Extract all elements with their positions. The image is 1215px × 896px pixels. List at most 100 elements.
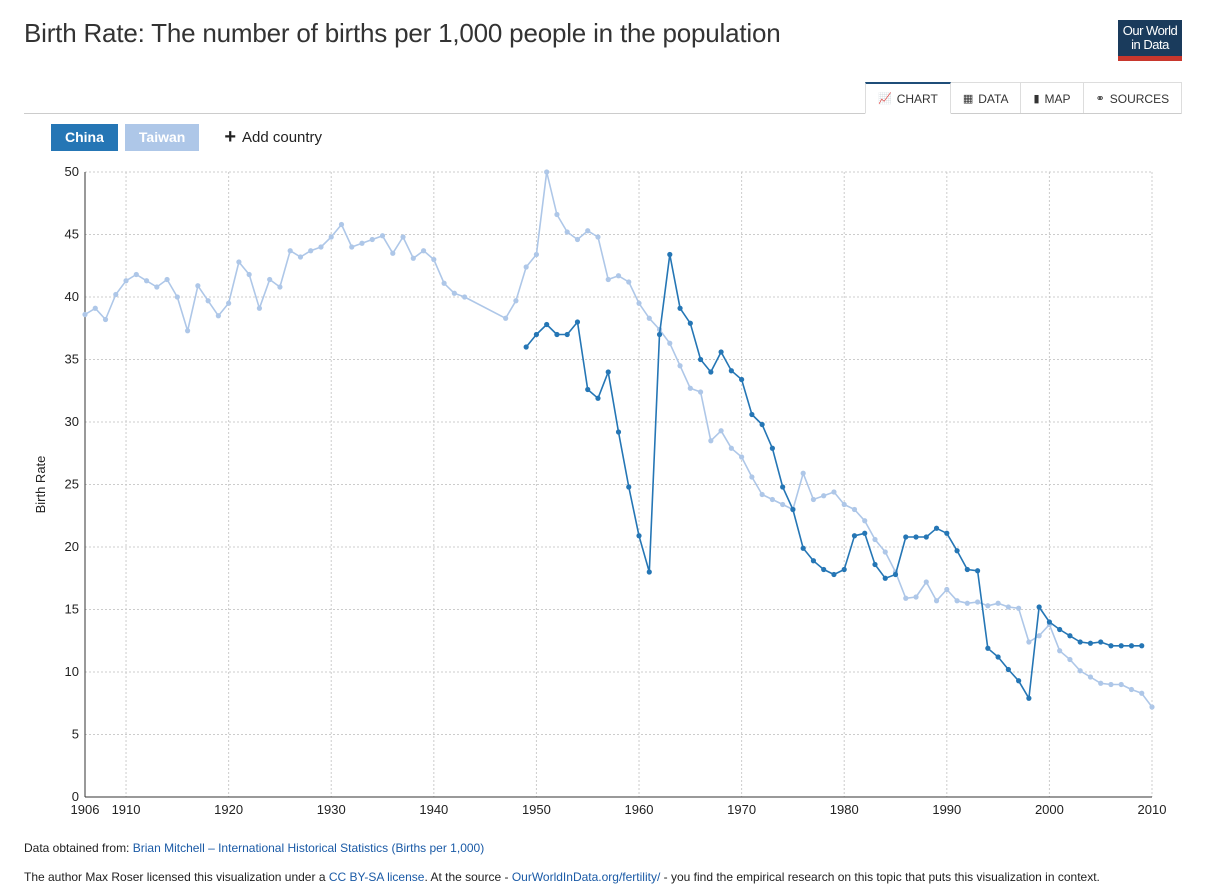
data-point-china bbox=[636, 533, 642, 539]
tab-map-label: MAP bbox=[1044, 91, 1071, 106]
data-point-taiwan bbox=[338, 221, 345, 228]
y-tick-label: 40 bbox=[65, 289, 79, 304]
data-point-china bbox=[1067, 633, 1073, 639]
owid-logo[interactable]: Our World in Data bbox=[1118, 20, 1182, 61]
data-point-taiwan bbox=[646, 315, 652, 321]
data-point-taiwan bbox=[1098, 680, 1104, 686]
license-link[interactable]: CC BY-SA license bbox=[328, 870, 425, 884]
site-link[interactable]: OurWorldInData.org/fertility/ bbox=[511, 870, 661, 884]
data-point-taiwan bbox=[1016, 605, 1022, 611]
data-point-taiwan bbox=[359, 240, 365, 246]
data-point-taiwan bbox=[410, 255, 416, 261]
data-point-china bbox=[944, 530, 950, 536]
data-point-china bbox=[1118, 643, 1124, 649]
x-tick-label: 1960 bbox=[625, 802, 654, 817]
data-point-taiwan bbox=[226, 300, 232, 306]
data-point-china bbox=[585, 386, 591, 393]
tab-sources[interactable]: ⚭ SOURCES bbox=[1082, 82, 1183, 114]
x-tick-label: 1990 bbox=[932, 802, 961, 817]
data-point-taiwan bbox=[349, 244, 355, 250]
data-point-taiwan bbox=[1077, 668, 1083, 674]
data-point-taiwan bbox=[92, 305, 98, 311]
source-prefix: Data obtained from: bbox=[24, 841, 133, 855]
y-tick-label: 10 bbox=[65, 664, 79, 679]
data-point-china bbox=[544, 321, 550, 328]
data-point-china bbox=[574, 319, 581, 325]
data-point-china bbox=[769, 445, 775, 451]
data-point-taiwan bbox=[697, 389, 704, 395]
tab-map[interactable]: ▮ MAP bbox=[1020, 82, 1084, 114]
source-link[interactable]: Brian Mitchell – International Historica… bbox=[132, 841, 485, 855]
data-point-china bbox=[903, 534, 909, 540]
data-point-taiwan bbox=[954, 598, 960, 604]
data-point-taiwan bbox=[236, 259, 242, 265]
line-chart-icon: 📈 bbox=[878, 93, 892, 105]
data-point-taiwan bbox=[462, 294, 468, 300]
x-tick-label: 1910 bbox=[112, 802, 141, 817]
data-point-taiwan bbox=[585, 228, 591, 234]
series-line-taiwan bbox=[84, 171, 1153, 708]
data-point-china bbox=[1046, 619, 1053, 625]
data-point-china bbox=[646, 569, 652, 575]
data-point-taiwan bbox=[841, 501, 847, 508]
data-point-taiwan bbox=[739, 454, 745, 460]
data-point-taiwan bbox=[390, 250, 396, 256]
data-point-china bbox=[810, 558, 817, 564]
add-country-button[interactable]: + Add country bbox=[224, 127, 323, 147]
data-point-taiwan bbox=[1118, 681, 1124, 688]
data-point-taiwan bbox=[718, 428, 724, 434]
data-point-taiwan bbox=[780, 501, 786, 508]
x-tick-label: 1980 bbox=[830, 802, 859, 817]
data-point-china bbox=[1139, 643, 1145, 649]
data-point-taiwan bbox=[1087, 674, 1094, 680]
data-point-taiwan bbox=[759, 491, 765, 498]
data-point-china bbox=[923, 534, 929, 540]
tab-sources-label: SOURCES bbox=[1109, 91, 1170, 106]
data-point-taiwan bbox=[277, 284, 283, 290]
tab-data[interactable]: ▦ DATA bbox=[949, 82, 1022, 114]
x-tick-label: 1920 bbox=[214, 802, 243, 817]
data-point-taiwan bbox=[174, 294, 180, 300]
country-legend: China Taiwan + Add country bbox=[51, 124, 322, 151]
data-point-taiwan bbox=[687, 385, 693, 391]
data-point-taiwan bbox=[369, 236, 375, 243]
data-point-china bbox=[933, 525, 940, 531]
tab-data-label: DATA bbox=[978, 91, 1009, 106]
data-point-china bbox=[1016, 678, 1022, 684]
add-country-label: Add country bbox=[242, 129, 323, 146]
y-tick-label: 35 bbox=[65, 352, 79, 367]
data-point-china bbox=[985, 645, 991, 651]
data-point-taiwan bbox=[821, 493, 827, 499]
data-point-china bbox=[882, 575, 888, 581]
data-point-taiwan bbox=[287, 248, 293, 254]
data-point-taiwan bbox=[1026, 639, 1032, 645]
data-point-taiwan bbox=[400, 234, 406, 240]
data-point-taiwan bbox=[533, 251, 540, 258]
data-point-taiwan bbox=[431, 256, 437, 263]
y-tick-label: 25 bbox=[65, 477, 79, 492]
y-tick-label: 20 bbox=[65, 539, 79, 554]
logo-line-1: Our World bbox=[1122, 23, 1178, 38]
data-point-china bbox=[780, 484, 786, 490]
data-point-china bbox=[667, 251, 673, 258]
data-point-china bbox=[872, 561, 878, 568]
data-point-taiwan bbox=[677, 363, 683, 369]
data-point-china bbox=[862, 530, 868, 536]
data-point-taiwan bbox=[554, 211, 560, 218]
data-point-taiwan bbox=[913, 594, 919, 600]
data-point-china bbox=[800, 545, 806, 551]
data-point-taiwan bbox=[1139, 690, 1145, 696]
data-point-taiwan bbox=[1036, 633, 1042, 639]
data-point-taiwan bbox=[810, 496, 817, 503]
y-axis-label: Birth Rate bbox=[33, 456, 48, 514]
tab-chart[interactable]: 📈 CHART bbox=[865, 82, 951, 114]
data-point-taiwan bbox=[636, 300, 642, 306]
x-tick-label: 1930 bbox=[317, 802, 346, 817]
source-note: Data obtained from: Brian Mitchell – Int… bbox=[24, 841, 484, 855]
data-point-taiwan bbox=[964, 600, 970, 606]
y-tick-label: 45 bbox=[65, 227, 79, 242]
legend-taiwan-button[interactable]: Taiwan bbox=[124, 124, 200, 151]
legend-china-button[interactable]: China bbox=[51, 124, 118, 151]
data-point-china bbox=[1057, 626, 1063, 633]
data-point-china bbox=[728, 368, 734, 374]
